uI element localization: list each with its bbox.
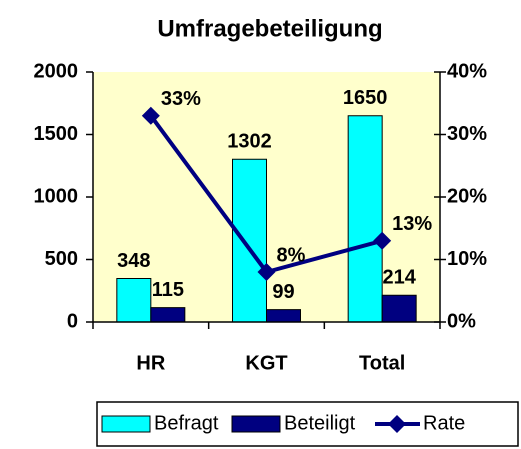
- bar-value-label: 348: [117, 250, 150, 272]
- bar-value-label: 214: [382, 267, 416, 289]
- y2-tick-label: 40%: [447, 60, 487, 82]
- bar: [232, 158, 267, 323]
- rate-value-label: 33%: [161, 88, 201, 110]
- bar-value-label: 1302: [227, 131, 272, 153]
- bar: [150, 307, 186, 323]
- x-tick-label: Total: [359, 352, 405, 374]
- rate-value-label: 13%: [392, 213, 432, 235]
- bar: [347, 115, 383, 323]
- y2-tick-label: 20%: [447, 185, 487, 207]
- x-tick-label: HR: [136, 352, 165, 374]
- y-tick-label: 1500: [34, 123, 79, 145]
- bar-value-label: 1650: [343, 87, 388, 109]
- y2-tick-label: 30%: [447, 123, 487, 145]
- legend-label: Beteiligt: [284, 412, 356, 434]
- bar-value-label: 115: [152, 279, 184, 301]
- legend-swatch: [231, 415, 281, 433]
- rate-marker: [257, 263, 276, 281]
- rate-value-label: 8%: [277, 244, 306, 266]
- rate-marker: [141, 106, 160, 125]
- y-tick-label: 500: [45, 248, 78, 270]
- chart-title: Umfragebeteiligung: [157, 15, 382, 42]
- legend-swatch: [101, 415, 151, 433]
- legend-box: [96, 401, 519, 447]
- bar: [116, 278, 152, 323]
- legend-marker: [388, 415, 406, 433]
- y-tick-label: 0: [67, 310, 78, 332]
- y-tick-label: 1000: [34, 185, 79, 207]
- rate-marker: [373, 231, 392, 250]
- y2-tick-label: 0%: [447, 310, 476, 332]
- bar: [381, 294, 417, 323]
- y-tick-label: 2000: [34, 60, 79, 82]
- bar: [266, 309, 301, 323]
- y2-tick-label: 10%: [447, 248, 487, 270]
- bar-value-label: 99: [272, 281, 294, 303]
- x-tick-label: KGT: [245, 352, 287, 374]
- legend-label: Rate: [423, 412, 465, 434]
- legend-label: Befragt: [154, 412, 219, 434]
